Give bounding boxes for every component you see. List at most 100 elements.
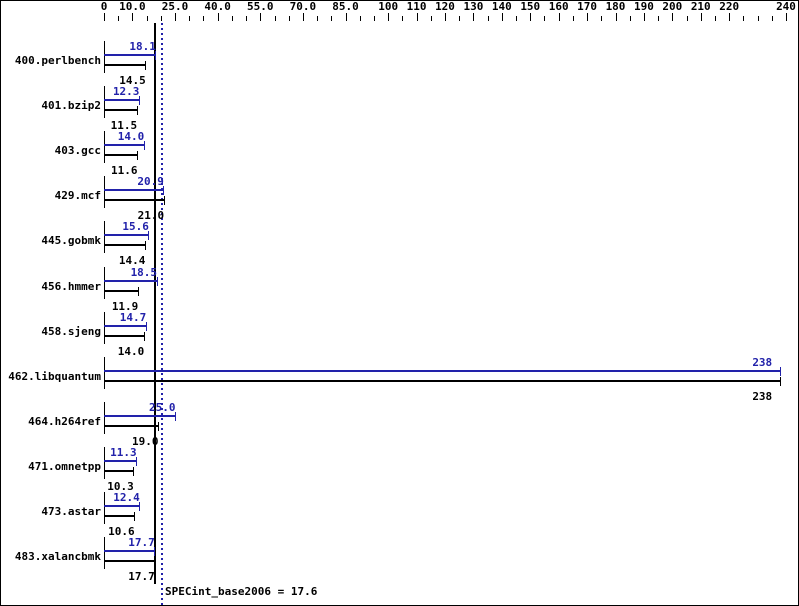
x-axis-minor-tick-mark — [573, 16, 574, 21]
x-axis-tick-mark — [260, 13, 261, 21]
bar-end-cap — [139, 502, 141, 511]
bar-end-cap — [144, 241, 146, 251]
bar-value-base-458-sjeng: 14.0 — [117, 344, 145, 358]
bar-end-cap — [136, 456, 138, 466]
category-label-401-bzip2: 401.bzip2 — [41, 99, 101, 113]
row-baseline-stem — [104, 446, 105, 479]
row-baseline-stem — [104, 176, 105, 209]
x-axis-tick-label: 0 — [100, 0, 108, 13]
x-axis-tick-mark — [701, 13, 702, 21]
x-axis-tick-mark — [644, 13, 645, 21]
x-axis-tick-label: 160 — [548, 0, 569, 13]
summary-base-label: SPECint_base2006 = 17.6 — [165, 585, 318, 599]
category-label-403-gcc: 403.gcc — [54, 144, 101, 158]
x-axis-tick-mark — [473, 13, 474, 21]
x-axis-tick-label: 85.0 — [332, 0, 359, 13]
x-axis-tick-label: 180 — [605, 0, 626, 13]
bar-base-429-mcf — [104, 199, 164, 202]
row-baseline-stem — [104, 86, 105, 119]
x-axis-minor-tick-mark — [189, 16, 190, 21]
x-axis-tick-mark — [445, 13, 446, 21]
bar-base-403-gcc — [104, 154, 137, 157]
x-axis-minor-tick-mark — [772, 16, 773, 21]
x-axis-minor-tick-mark — [516, 16, 517, 21]
row-baseline-stem — [104, 266, 105, 299]
x-axis-tick-mark — [786, 13, 787, 21]
x-axis: 0 10.0 25.0 40.0 55.0 70.0 85.0 100 110 120 130 140… — [1, 0, 798, 23]
bar-end-cap — [780, 376, 782, 386]
x-axis-minor-tick-mark — [289, 16, 290, 21]
row-baseline-stem — [104, 537, 105, 570]
x-axis-minor-tick-mark — [331, 16, 332, 21]
bar-end-cap — [155, 51, 157, 60]
bar-value-base-464-h264ref: 19.0 — [131, 434, 159, 448]
x-axis-tick-label: 100 — [378, 0, 399, 13]
bar-base-473-astar — [104, 515, 135, 517]
row-baseline-stem — [104, 356, 105, 389]
plot-area: 400.perlbench 401.bzip2 403.gcc 429.mcf 445.… — [1, 23, 798, 605]
x-axis-tick-label: 120 — [435, 0, 455, 13]
x-axis-tick-label: 220 — [719, 0, 740, 13]
bar-end-cap — [137, 286, 139, 296]
x-axis-minor-tick-mark — [715, 16, 716, 21]
x-axis-tick-label: 200 — [662, 0, 683, 13]
bar-end-cap — [156, 276, 158, 286]
bar-base-458-sjeng — [104, 334, 144, 337]
bar-end-cap — [145, 61, 147, 70]
x-axis-tick-label: 210 — [690, 0, 711, 13]
x-axis-minor-tick-mark — [544, 16, 545, 21]
bar-value-peak-400-perlbench: 18.1 — [129, 40, 156, 53]
bar-end-cap — [145, 321, 147, 331]
category-label-462-libquantum: 462.libquantum — [8, 369, 101, 383]
bar-peak-445-gobmk — [104, 234, 149, 237]
bar-value-base-471-omnetpp: 10.3 — [107, 479, 134, 493]
x-axis-tick-mark — [729, 13, 730, 21]
category-label-473-astar: 473.astar — [41, 505, 101, 518]
x-axis-tick-label: 25.0 — [161, 0, 189, 13]
x-axis-tick-label: 170 — [577, 0, 598, 13]
row-baseline-stem — [104, 221, 105, 254]
x-axis-tick-mark — [672, 13, 673, 21]
bar-end-cap — [163, 186, 165, 196]
x-axis-tick-mark — [104, 13, 105, 21]
x-axis-tick-mark — [132, 13, 133, 21]
x-axis-tick-label: 70.0 — [289, 0, 317, 13]
bar-end-cap — [138, 96, 140, 106]
x-axis-minor-tick-mark — [658, 16, 659, 21]
x-axis-tick-mark — [388, 13, 389, 21]
bar-end-cap — [133, 466, 135, 476]
row-baseline-stem — [104, 131, 105, 164]
x-axis-minor-tick-mark — [402, 16, 403, 21]
x-axis-tick-label: 130 — [463, 0, 484, 13]
bar-peak-400-perlbench — [104, 54, 156, 56]
x-axis-minor-tick-mark — [275, 16, 276, 21]
category-label-483-xalancbmk: 483.xalancbmk — [14, 550, 101, 564]
bar-peak-473-astar — [104, 505, 140, 507]
x-axis-tick-label: 110 — [406, 0, 427, 13]
bar-value-base-401-bzip2: 11.5 — [110, 119, 138, 133]
x-axis-minor-tick-mark — [743, 16, 744, 21]
bar-end-cap — [780, 366, 782, 376]
category-label-458-sjeng: 458.sjeng — [41, 324, 101, 338]
bar-peak-403-gcc — [104, 144, 144, 147]
bar-value-peak-401-bzip2: 12.3 — [112, 85, 140, 99]
bar-peak-458-sjeng — [104, 324, 146, 327]
x-axis-minor-tick-mark — [317, 16, 318, 21]
bar-peak-429-mcf — [104, 189, 164, 192]
x-axis-minor-tick-mark — [374, 16, 375, 21]
x-axis-minor-tick-mark — [232, 16, 233, 21]
bar-base-483-xalancbmk — [104, 560, 155, 563]
bar-end-cap — [154, 547, 156, 557]
bar-value-peak-403-gcc: 14.0 — [117, 130, 145, 144]
category-label-471-omnetpp: 471.omnetpp — [28, 459, 101, 473]
x-axis-minor-tick-mark — [246, 16, 247, 21]
bar-end-cap — [134, 512, 136, 521]
bar-value-peak-483-xalancbmk: 17.7 — [128, 536, 155, 550]
bar-value-base-400-perlbench: 14.5 — [119, 74, 146, 87]
bar-end-cap — [136, 151, 138, 161]
x-axis-minor-tick-mark — [459, 16, 460, 21]
x-axis-tick-label: 150 — [520, 0, 541, 13]
bar-end-cap — [148, 231, 150, 241]
x-axis-minor-tick-mark — [203, 16, 204, 21]
